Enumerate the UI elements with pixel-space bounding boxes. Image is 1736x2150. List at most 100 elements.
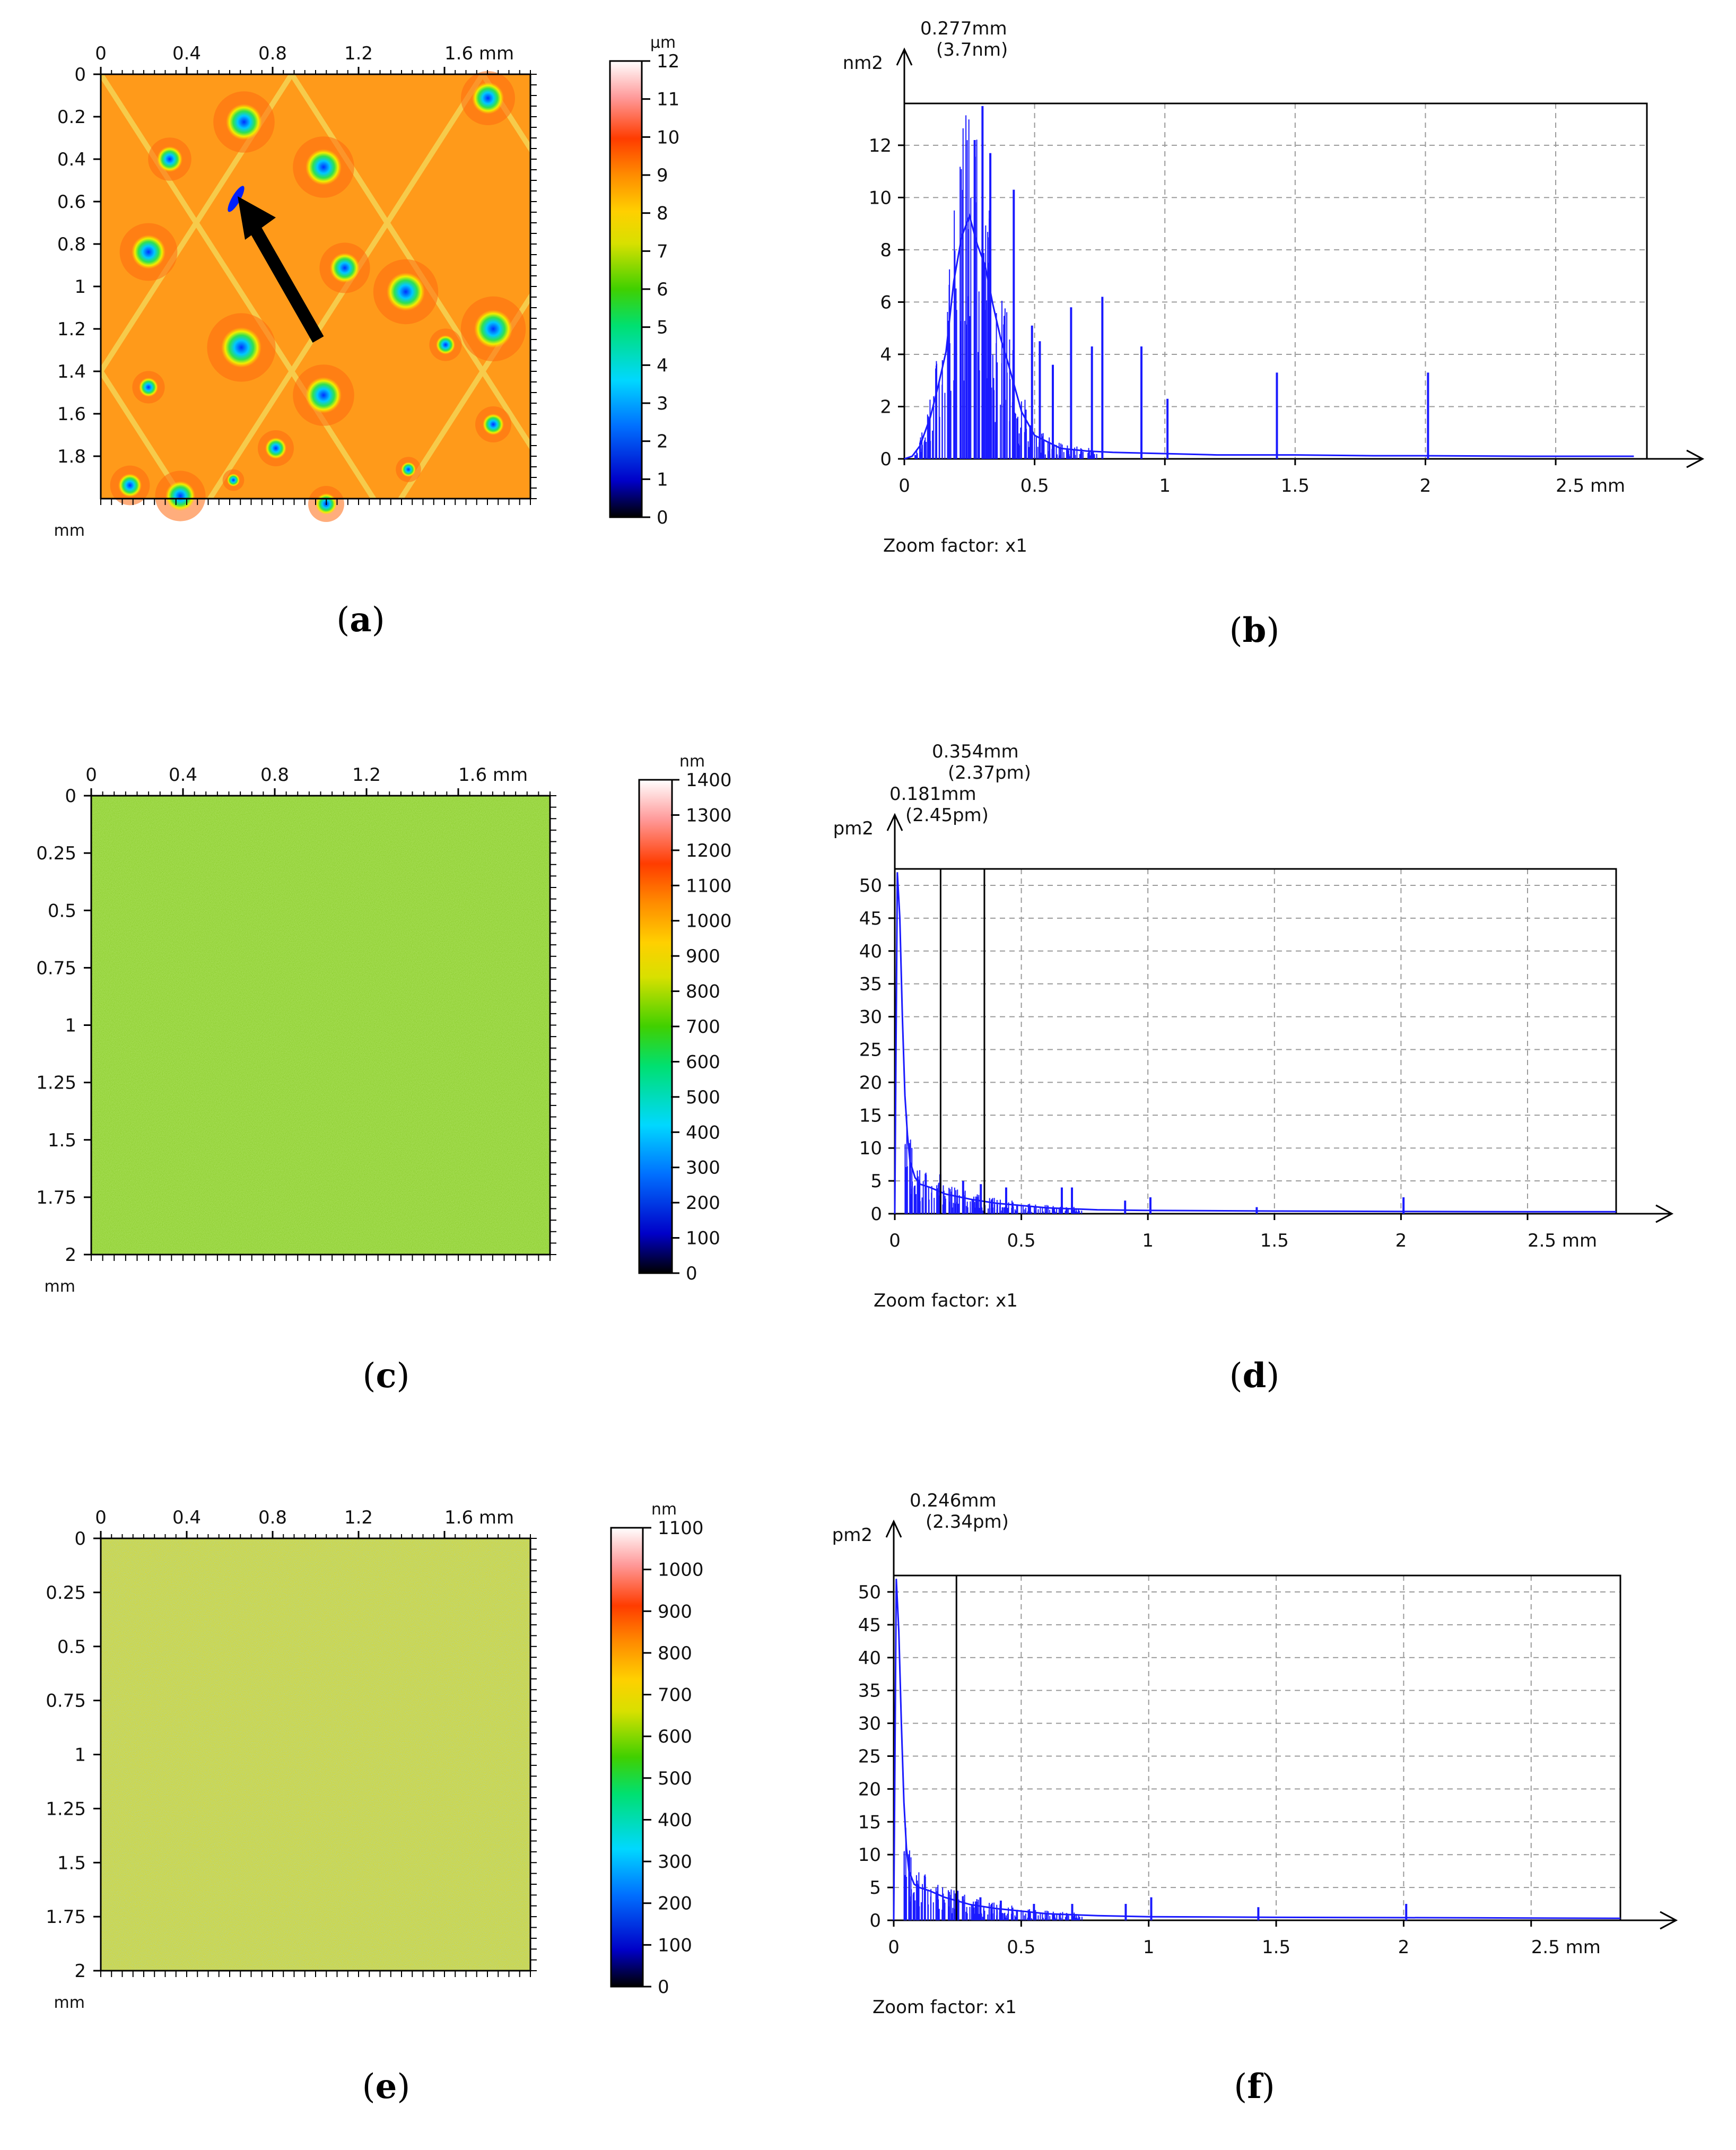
- caption-d: (d): [1229, 1356, 1280, 1396]
- x-tick-label: 1.5: [1260, 1230, 1289, 1251]
- pit: [387, 273, 425, 311]
- pit: [221, 327, 261, 368]
- pit: [306, 377, 342, 413]
- y-unit-label: pm2: [832, 1525, 873, 1546]
- panel-e-heatmap: 0 0.4 0.8 1.2 1.6 mm 0 0.25 0.5 0.75 1 1.25 1.5 1.75…: [46, 1507, 537, 2012]
- pit: [226, 104, 262, 140]
- marker-label: 0.246mm: [910, 1490, 997, 1511]
- y-tick-label: 45: [859, 908, 882, 929]
- heatmap-a-ticks: 0 0.4 0.8 1.2 1.6 mm 0 0.2 0.4 0.6 0.8 1 1.2 1.4 1.6 1…: [54, 43, 537, 540]
- pit: [474, 310, 512, 348]
- x-tick-label: 1.5: [1281, 475, 1310, 497]
- y-unit-label: mm: [54, 1994, 85, 2012]
- scratch-defect: [228, 186, 245, 212]
- marker-value: (3.7nm): [936, 39, 1008, 60]
- colorbar-tick-label: 11: [657, 89, 679, 110]
- y-tick-label: 1.5: [48, 1130, 76, 1151]
- y-tick-label: 1.8: [57, 446, 86, 467]
- heatmap-a-plot: [100, 71, 531, 522]
- y-tick-label: 1: [65, 1015, 76, 1037]
- x-tick-label: 1: [1159, 475, 1171, 497]
- y-tick-label: 1.2: [57, 319, 86, 340]
- x-tick-label: 0.8: [260, 764, 289, 786]
- colorbar-tick-label: 900: [686, 946, 720, 967]
- colorbar-tick-label: 5: [657, 317, 668, 338]
- x-tick-label: 2: [1398, 1937, 1410, 1958]
- heatmap-a-pits: [110, 71, 526, 522]
- y-tick-label: 5: [869, 1877, 881, 1899]
- pit: [330, 253, 360, 283]
- caption-b: (b): [1229, 611, 1280, 650]
- marker-value: (2.37pm): [948, 762, 1031, 784]
- zoom-label: Zoom factor: x1: [883, 535, 1027, 556]
- colorbar-tick-label: 10: [657, 127, 679, 148]
- colorbar-tick-label: 200: [686, 1192, 720, 1214]
- colorbar-tick-label: 2: [657, 431, 668, 452]
- x-tick-label: 1.6 mm: [444, 43, 514, 64]
- x-tick-label: 1.6 mm: [458, 764, 528, 786]
- arrow-head: [238, 196, 276, 240]
- colorbar-tick-label: 12: [657, 51, 679, 72]
- y-tick-label: 35: [858, 1681, 881, 1702]
- y-tick-label: 10: [858, 1844, 881, 1866]
- colorbar-unit: µm: [650, 33, 676, 52]
- y-tick-label: 0: [880, 449, 892, 470]
- y-tick-label: 50: [858, 1582, 881, 1603]
- y-tick-label: 0: [74, 1528, 86, 1550]
- pit: [472, 82, 504, 114]
- colorbar-tick-label: 900: [658, 1601, 692, 1622]
- y-tick-label: 1: [74, 276, 86, 298]
- pit: [139, 378, 158, 397]
- y-tick-label: 0: [870, 1204, 882, 1225]
- y-tick-label: 2: [880, 396, 892, 417]
- y-tick-label: 15: [859, 1105, 882, 1126]
- y-tick-label: 1.75: [36, 1187, 76, 1208]
- y-tick-label: 0.6: [57, 192, 86, 213]
- y-tick-label: 0: [869, 1910, 881, 1931]
- marker-label: 0.277mm: [920, 18, 1007, 39]
- y-tick-label: 45: [858, 1615, 881, 1636]
- y-axis-arrow: [886, 813, 903, 831]
- x-tick-label: 1: [1143, 1937, 1155, 1958]
- x-tick-label: 1: [1142, 1230, 1154, 1251]
- y-tick-label: 15: [858, 1812, 881, 1833]
- caption-c: (c): [363, 1356, 410, 1396]
- caption-f: (f): [1234, 2067, 1275, 2107]
- colorbar-tick-label: 1000: [658, 1560, 704, 1581]
- plot-frame: [893, 1574, 1621, 1921]
- x-tick-label: 0: [889, 1230, 901, 1251]
- colorbar-c: nm14001300120011001000900800700600500400…: [638, 752, 732, 1284]
- colorbar-tick-label: 700: [686, 1016, 720, 1038]
- pit: [165, 481, 195, 511]
- colorbar-tick-label: 500: [686, 1087, 720, 1108]
- x-tick-label: 0.8: [258, 1507, 287, 1528]
- colorbar-tick-label: 1200: [686, 840, 732, 861]
- marker-value: (2.45pm): [905, 805, 989, 826]
- panel-a-heatmap: 0 0.4 0.8 1.2 1.6 mm 0 0.2 0.4 0.6 0.8 1 1.2 1.4 1.6 1…: [54, 43, 537, 540]
- x-tick-label: 1.2: [344, 1507, 373, 1528]
- colorbar-tick-label: 600: [686, 1051, 720, 1073]
- colorbar-tick-label: 4: [657, 355, 668, 376]
- marker-label: 0.181mm: [889, 784, 976, 805]
- y-tick-label: 2: [74, 1961, 86, 1982]
- y-tick-label: 1.6: [57, 404, 86, 425]
- y-tick-label: 30: [859, 1007, 882, 1028]
- y-tick-label: 0.8: [57, 234, 86, 255]
- x-tick-label: 1.2: [344, 43, 373, 64]
- y-tick-label: 50: [859, 875, 882, 896]
- marker-label: 0.354mm: [932, 741, 1019, 762]
- x-tick-label: 2.5 mm: [1531, 1937, 1601, 1958]
- colorbar-tick-label: 7: [657, 241, 668, 262]
- y-tick-label: 4: [880, 344, 892, 365]
- y-tick-label: 0.75: [36, 958, 76, 979]
- colorbar-tick-label: 800: [658, 1643, 692, 1664]
- colorbar-tick-label: 800: [686, 981, 720, 1003]
- x-axis-arrow: [1660, 1911, 1678, 1930]
- x-tick-label: 1.6 mm: [444, 1507, 514, 1528]
- y-tick-label: 40: [858, 1648, 881, 1669]
- spectrum-line: [893, 1579, 1621, 1921]
- colorbar-tick-label: 0: [686, 1263, 697, 1284]
- y-tick-label: 1: [74, 1745, 86, 1766]
- x-tick-label: 2.5 mm: [1556, 475, 1625, 497]
